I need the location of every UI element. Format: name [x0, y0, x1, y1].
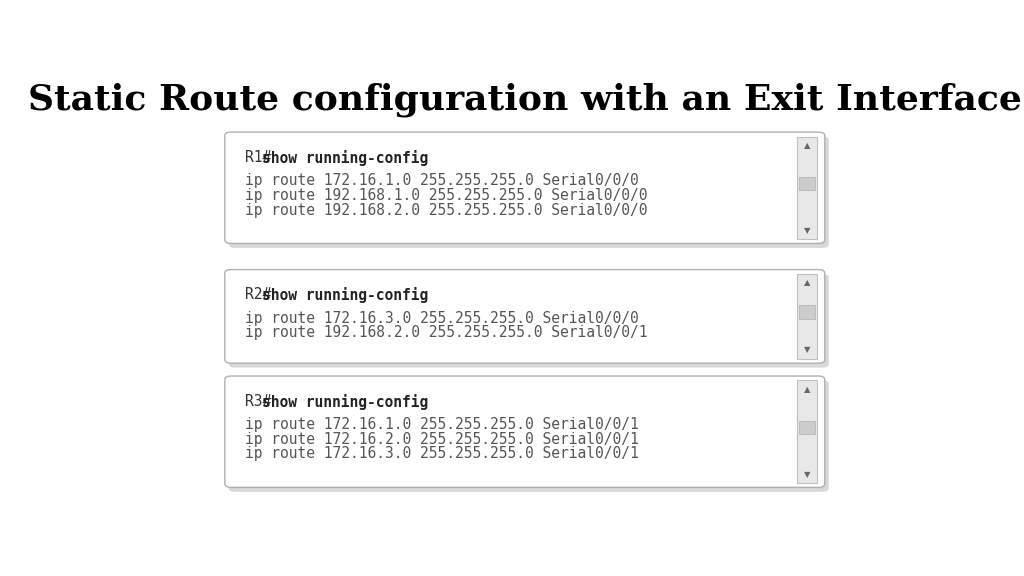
- FancyBboxPatch shape: [225, 376, 824, 487]
- Text: ip route 172.16.1.0 255.255.255.0 Serial0/0/1: ip route 172.16.1.0 255.255.255.0 Serial…: [246, 417, 639, 432]
- Text: ▲: ▲: [804, 141, 810, 150]
- Text: ▼: ▼: [804, 346, 810, 354]
- Text: R3#: R3#: [246, 394, 271, 409]
- Text: Static Route configuration with an Exit Interface: Static Route configuration with an Exit …: [28, 82, 1022, 117]
- Bar: [797, 381, 817, 483]
- FancyBboxPatch shape: [228, 381, 828, 492]
- Text: ip route 192.168.1.0 255.255.255.0 Serial0/0/0: ip route 192.168.1.0 255.255.255.0 Seria…: [246, 188, 648, 203]
- Bar: [797, 137, 817, 239]
- FancyBboxPatch shape: [228, 274, 828, 367]
- Text: ▲: ▲: [804, 278, 810, 287]
- Text: ip route 172.16.3.0 255.255.255.0 Serial0/0/1: ip route 172.16.3.0 255.255.255.0 Serial…: [246, 446, 639, 461]
- Text: ip route 172.16.1.0 255.255.255.0 Serial0/0/0: ip route 172.16.1.0 255.255.255.0 Serial…: [246, 173, 639, 188]
- Text: ▼: ▼: [804, 226, 810, 234]
- FancyBboxPatch shape: [228, 137, 828, 248]
- Text: show running-config: show running-config: [262, 287, 428, 304]
- Bar: [799, 177, 815, 190]
- Text: R1#: R1#: [246, 150, 271, 165]
- Bar: [799, 305, 815, 319]
- Bar: [797, 274, 817, 359]
- Text: ▲: ▲: [804, 385, 810, 394]
- Text: ip route 172.16.3.0 255.255.255.0 Serial0/0/0: ip route 172.16.3.0 255.255.255.0 Serial…: [246, 310, 639, 326]
- FancyBboxPatch shape: [225, 132, 824, 244]
- Text: show running-config: show running-config: [262, 394, 428, 410]
- Text: ▼: ▼: [804, 469, 810, 479]
- Text: show running-config: show running-config: [262, 150, 428, 166]
- Bar: [799, 420, 815, 434]
- Text: ip route 192.168.2.0 255.255.255.0 Serial0/0/1: ip route 192.168.2.0 255.255.255.0 Seria…: [246, 325, 648, 340]
- Text: ip route 192.168.2.0 255.255.255.0 Serial0/0/0: ip route 192.168.2.0 255.255.255.0 Seria…: [246, 203, 648, 218]
- Text: R2#: R2#: [246, 287, 271, 302]
- Text: ip route 172.16.2.0 255.255.255.0 Serial0/0/1: ip route 172.16.2.0 255.255.255.0 Serial…: [246, 432, 639, 447]
- FancyBboxPatch shape: [225, 270, 824, 363]
